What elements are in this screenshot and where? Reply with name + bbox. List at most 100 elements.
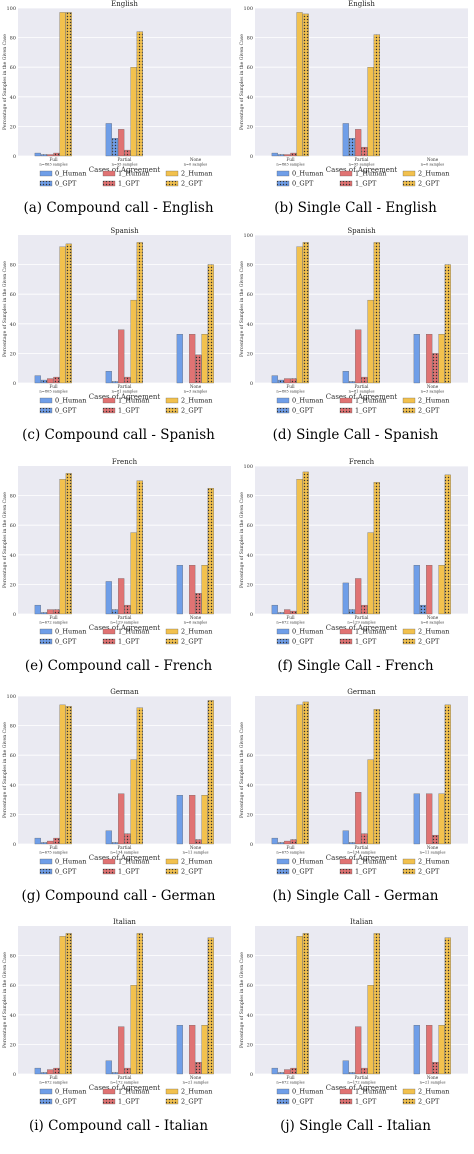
y-tick-label: 100 <box>6 694 16 700</box>
legend-label: 1_GPT <box>118 638 140 646</box>
legend-label: 2_Human <box>418 628 449 636</box>
bar-2-gpt <box>373 242 380 384</box>
bar-1-human <box>355 129 362 157</box>
x-tick-sublabel: n=21 samples <box>183 1081 209 1085</box>
x-tick-label: Full <box>49 157 58 162</box>
bar-1-gpt <box>290 610 297 615</box>
bar-2-gpt <box>65 12 72 157</box>
x-tick-label: Full <box>286 615 295 620</box>
y-axis-label: Percentage of Samples in the Given Case <box>2 952 8 1048</box>
y-tick-label: 80 <box>247 36 253 42</box>
y-tick-label: 40 <box>10 1013 16 1019</box>
x-axis-label: Cases of Agreement <box>326 624 398 632</box>
legend-label: 0_Human <box>292 1088 323 1096</box>
x-tick-sublabel: n=863 samples <box>39 163 67 167</box>
y-axis-label: Percentage of Samples in the Given Case <box>239 952 245 1048</box>
bar-1-gpt <box>361 376 368 384</box>
plot-area <box>255 696 468 844</box>
x-tick-sublabel: n=134 samples <box>347 851 375 855</box>
x-tick-label: None <box>427 384 439 389</box>
x-tick-sublabel: n=6 samples <box>184 621 208 625</box>
x-axis-label: Cases of Agreement <box>89 166 161 174</box>
x-tick-label: None <box>190 384 202 389</box>
chart-title: Spanish <box>110 227 139 235</box>
legend-swatch <box>276 868 290 875</box>
x-tick-label: Partial <box>118 157 133 162</box>
legend-swatch <box>165 407 179 414</box>
y-tick-label: 80 <box>10 494 16 500</box>
y-tick-label: 20 <box>247 124 253 130</box>
legend-swatch <box>165 628 179 635</box>
bar-1-human <box>47 840 54 845</box>
bar-0-human <box>342 371 349 384</box>
x-tick-label: None <box>190 615 202 620</box>
bar-2-human <box>367 67 374 157</box>
chart-svg: Spanish 0 20 40 60 80 100 Percentage of Samples… <box>239 227 468 415</box>
legend-label: 2_Human <box>181 170 212 178</box>
y-axis-label: Percentage of Samples in the Given Case <box>2 492 8 588</box>
y-tick-label: 40 <box>10 322 16 328</box>
plot-area <box>18 8 231 156</box>
bar-1-gpt <box>361 604 368 615</box>
y-tick-label: 100 <box>6 6 16 12</box>
legend-swatch <box>402 628 416 635</box>
chart-panel: French 0 20 40 60 80 100 Percentage of Samples … <box>237 458 474 685</box>
bar-0-gpt <box>40 842 48 845</box>
legend-swatch <box>402 868 416 875</box>
chart-svg: French 0 20 40 60 80 100 Percentage of Samples … <box>239 458 468 646</box>
y-tick-label: 60 <box>10 523 16 529</box>
legend-swatch <box>402 170 416 177</box>
bar-2-gpt <box>65 473 72 615</box>
legend-swatch <box>276 1088 290 1095</box>
bar-1-gpt <box>124 1067 131 1075</box>
y-tick-label: 0 <box>13 381 16 387</box>
x-tick-label: None <box>427 157 439 162</box>
bar-0-gpt <box>419 604 427 615</box>
y-tick-label: 20 <box>10 124 16 130</box>
bar-0-human <box>105 581 112 615</box>
legend-label: 1_GPT <box>355 1098 377 1106</box>
x-tick-sublabel: n=95 samples <box>349 163 375 167</box>
plot-area <box>18 926 231 1074</box>
bar-0-human <box>271 837 278 845</box>
legend-swatch <box>276 858 290 865</box>
y-tick-label: 100 <box>243 233 253 239</box>
x-axis-label: Cases of Agreement <box>326 1084 398 1092</box>
legend-swatch <box>165 868 179 875</box>
y-tick-label: 20 <box>10 351 16 357</box>
y-tick-label: 40 <box>247 783 253 789</box>
bar-2-human <box>130 67 137 157</box>
bar-1-human <box>47 378 54 384</box>
x-axis-label: Cases of Agreement <box>89 854 161 862</box>
legend-swatch <box>39 407 53 414</box>
bar-1-human <box>355 578 362 615</box>
figure-caption: (d) Single Call - Spanish <box>272 427 439 443</box>
y-tick-label: 0 <box>250 842 253 848</box>
bar-2-human <box>201 565 208 615</box>
figure-caption: (e) Compound call - French <box>24 658 213 674</box>
bar-0-human <box>34 604 41 615</box>
legend-label: 0_GPT <box>292 180 314 188</box>
x-tick-sublabel: n=805 samples <box>276 390 304 394</box>
y-tick-label: 40 <box>247 1013 253 1019</box>
x-tick-label: Full <box>49 384 58 389</box>
legend-label: 0_GPT <box>292 1098 314 1106</box>
figure-caption: (j) Single Call - Italian <box>280 1118 431 1134</box>
bar-1-human <box>189 334 196 384</box>
x-tick-label: None <box>190 157 202 162</box>
bar-1-gpt <box>432 834 439 845</box>
y-tick-label: 0 <box>13 612 16 618</box>
bar-1-gpt <box>361 146 368 157</box>
bar-2-gpt <box>444 474 451 615</box>
y-tick-label: 100 <box>243 464 253 470</box>
bar-2-human <box>201 795 208 845</box>
bar-2-gpt <box>136 933 143 1075</box>
x-tick-sublabel: n=675 samples <box>39 851 67 855</box>
legend-label: 2_Human <box>418 170 449 178</box>
x-tick-sublabel: n=134 samples <box>110 851 138 855</box>
chart-panel: Spanish 0 20 40 60 80 Percentage of Samples in… <box>0 227 237 454</box>
legend-label: 2_GPT <box>418 180 440 188</box>
x-tick-label: Partial <box>355 615 370 620</box>
